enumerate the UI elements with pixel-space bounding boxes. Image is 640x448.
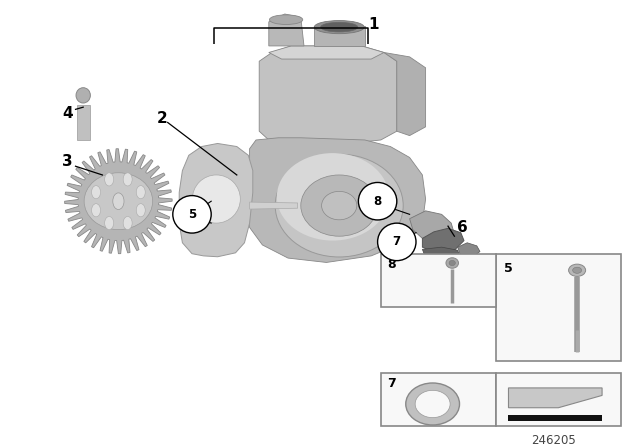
Text: 5: 5 [188,208,196,221]
Ellipse shape [321,22,358,32]
Polygon shape [250,202,298,209]
Ellipse shape [314,21,364,34]
Text: 7: 7 [393,235,401,248]
Polygon shape [508,415,602,421]
Text: 6: 6 [457,220,468,235]
Ellipse shape [415,390,450,418]
Text: 8: 8 [374,195,381,208]
Ellipse shape [449,260,456,266]
Polygon shape [269,46,384,59]
Polygon shape [77,105,90,140]
Ellipse shape [275,154,403,257]
Polygon shape [314,26,365,46]
Bar [381,373,496,426]
Polygon shape [65,149,172,254]
Bar [496,373,621,426]
Ellipse shape [136,204,145,217]
Ellipse shape [322,191,357,220]
Ellipse shape [406,383,460,425]
Ellipse shape [193,175,241,223]
Polygon shape [250,138,426,263]
Ellipse shape [92,185,100,199]
Ellipse shape [269,15,303,25]
Polygon shape [410,211,454,243]
Bar [381,254,496,307]
Ellipse shape [358,182,397,220]
Text: 7: 7 [387,377,396,390]
Ellipse shape [573,267,582,273]
Text: 246205: 246205 [531,435,576,448]
Polygon shape [259,46,397,149]
Ellipse shape [92,204,100,217]
Ellipse shape [105,173,114,186]
Ellipse shape [123,216,132,229]
Ellipse shape [277,153,389,241]
Ellipse shape [301,175,378,236]
Ellipse shape [84,173,153,230]
Polygon shape [269,14,304,46]
Polygon shape [458,243,480,257]
Ellipse shape [113,193,124,210]
Text: 8: 8 [387,258,396,271]
Polygon shape [384,52,426,136]
Polygon shape [422,228,464,254]
Ellipse shape [173,196,211,233]
Text: 1: 1 [369,17,379,32]
Bar [496,254,621,361]
Text: 2: 2 [157,111,167,125]
Text: 5: 5 [504,262,513,275]
Polygon shape [508,388,602,408]
Ellipse shape [378,223,416,261]
Polygon shape [179,143,253,257]
Ellipse shape [568,264,586,276]
Ellipse shape [446,258,458,268]
Ellipse shape [76,88,90,103]
Polygon shape [422,247,461,263]
Ellipse shape [136,185,145,199]
Text: 4: 4 [62,106,72,121]
Text: 3: 3 [62,155,72,169]
Ellipse shape [123,173,132,186]
Ellipse shape [105,216,114,229]
